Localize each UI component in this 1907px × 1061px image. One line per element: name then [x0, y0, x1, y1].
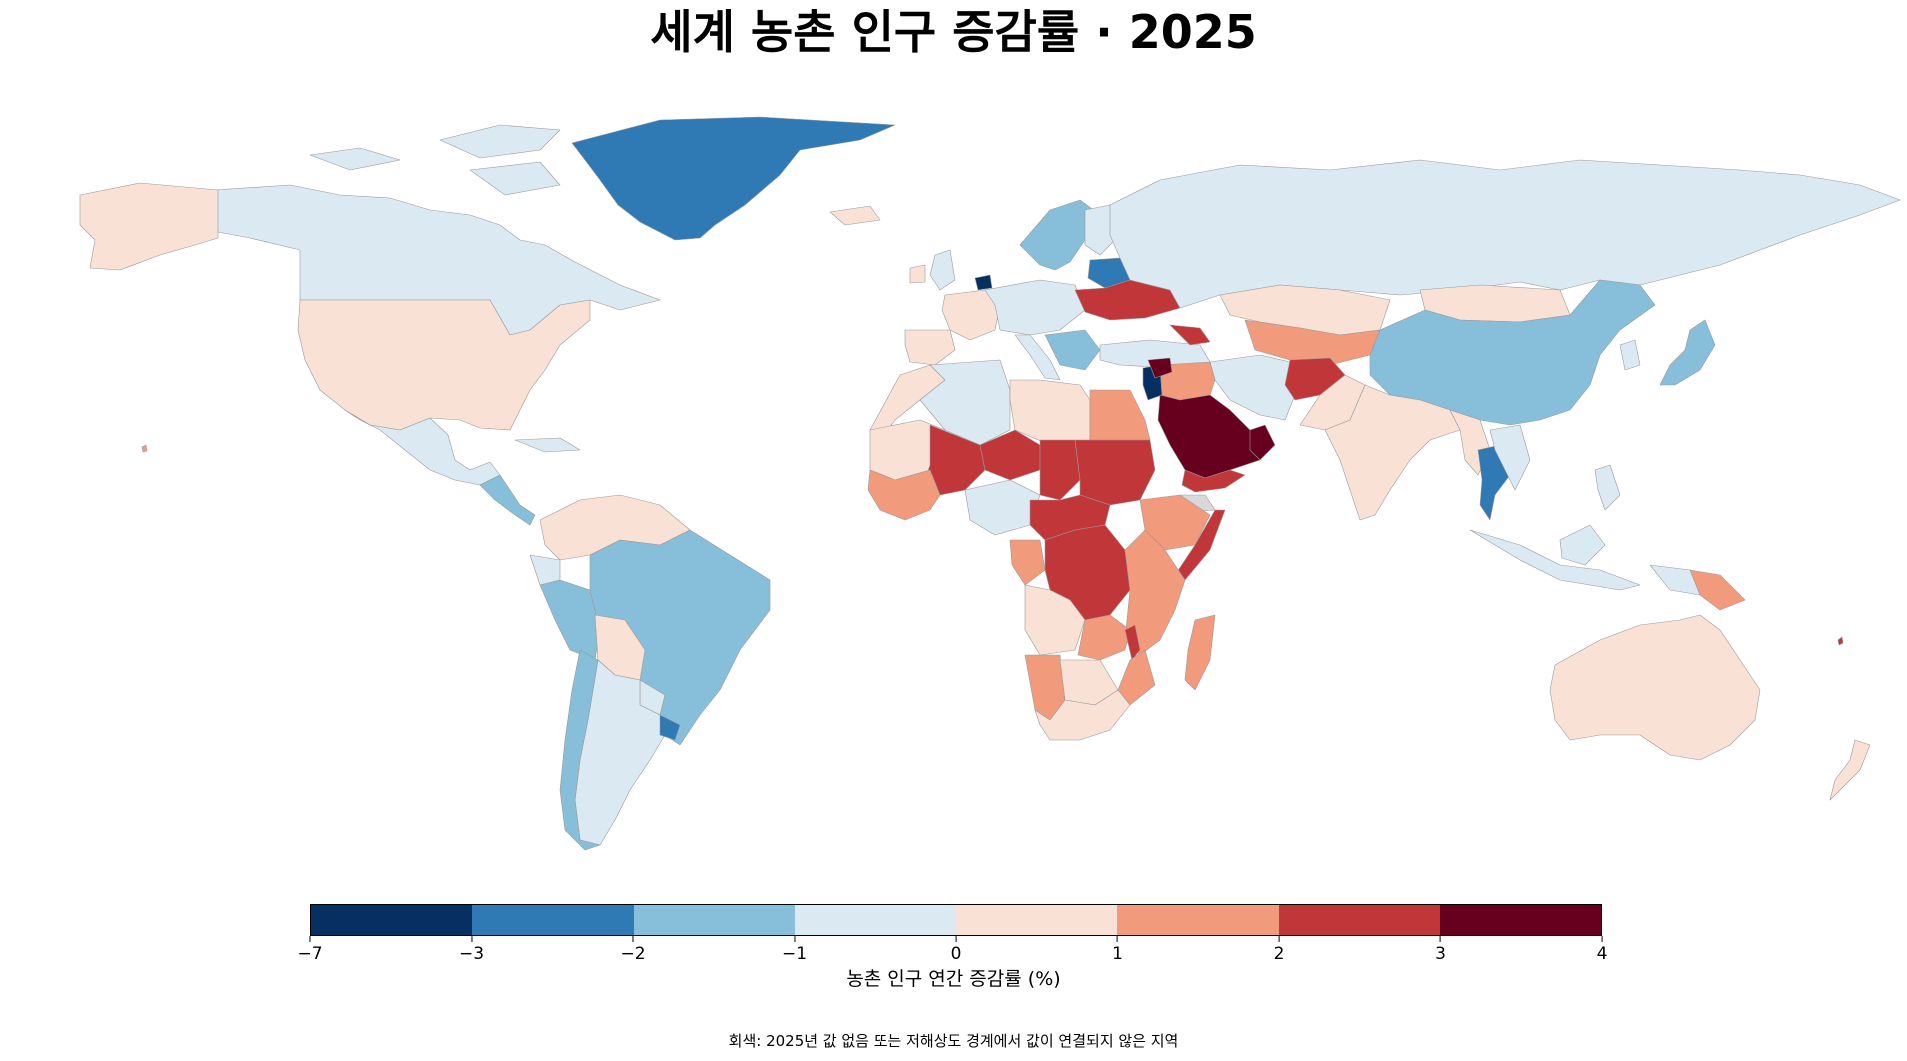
region-new-zealand [1829, 739, 1871, 801]
tick-text: 4 [1596, 944, 1608, 964]
colorbar-tick-label: −7 [297, 936, 323, 964]
tick-mark [471, 936, 472, 942]
colorbar-label: 농촌 인구 연간 증감률 (%) [846, 968, 1061, 990]
tick-text: −2 [620, 944, 646, 964]
colorbar [310, 904, 1602, 936]
region-balkans [1044, 329, 1101, 371]
tick-text: 0 [950, 944, 962, 964]
world-choropleth-map [79, 116, 1901, 851]
region-canada-islands-2 [309, 147, 401, 171]
tick-text: −7 [297, 944, 323, 964]
region-oman [1249, 424, 1276, 461]
region-zambia [1077, 614, 1131, 661]
region-chile [559, 649, 601, 851]
region-nigeria [964, 479, 1041, 536]
tick-mark [955, 936, 957, 942]
region-sudan [1074, 439, 1156, 506]
region-iceland [829, 205, 881, 226]
region-japan [1659, 319, 1716, 386]
region-yemen [1181, 469, 1246, 493]
colorbar-tick-label: −3 [459, 936, 484, 964]
region-uruguay [659, 714, 681, 741]
colorbar-segment-7 [1439, 905, 1601, 935]
region-italy [1014, 334, 1061, 381]
colorbar-tick-label: −1 [782, 936, 807, 964]
colorbar-segment-1 [472, 905, 634, 935]
colorbar-tick-label: 4 [1596, 936, 1608, 964]
region-caucasus [1169, 324, 1211, 346]
region-syria [1147, 357, 1173, 379]
region-greenland [571, 116, 896, 241]
tick-text: 2 [1273, 944, 1285, 964]
tick-text: −3 [458, 944, 485, 964]
colorbar-segment-4 [956, 905, 1118, 935]
region-canada-islands [439, 124, 561, 159]
colorbar-segment-5 [1117, 905, 1279, 935]
region-indonesia [1469, 529, 1641, 591]
region-angola [1024, 584, 1086, 656]
colorbar-tick-label: 1 [1112, 936, 1123, 964]
region-west-africa-coast [867, 469, 941, 521]
tick-mark [309, 936, 311, 942]
region-egypt [1089, 389, 1151, 441]
region-mexico [344, 409, 501, 486]
region-central-america [479, 474, 536, 526]
tick-mark [1278, 936, 1280, 942]
region-central-europe [984, 279, 1086, 336]
region-korea [1619, 339, 1641, 371]
region-ireland [909, 264, 926, 284]
region-cuba [514, 437, 581, 453]
region-madagascar [1184, 614, 1216, 691]
region-south-africa [1034, 689, 1131, 741]
tick-mark [1439, 936, 1441, 942]
region-australia [1549, 614, 1761, 761]
region-netherlands [974, 274, 993, 291]
colorbar-segment-0 [311, 905, 473, 935]
region-indochina [1489, 424, 1531, 491]
tick-text: 1 [1112, 944, 1123, 964]
region-east-africa [1124, 529, 1186, 656]
region-india [1324, 384, 1461, 521]
region-usa [297, 299, 591, 431]
tick-text: −1 [781, 944, 808, 964]
colorbar-segment-3 [794, 905, 956, 935]
region-small-islands-pacific [141, 444, 148, 453]
footnote: 회색: 2025년 값 없음 또는 저해상도 경계에서 값이 연결되지 않은 지… [728, 1032, 1179, 1050]
region-alaska [79, 182, 219, 271]
tick-text: 3 [1435, 944, 1446, 964]
colorbar-ticks: −7 −3 −2 −1 0 1 2 3 4 [297, 936, 1607, 966]
region-fiji [1837, 636, 1844, 646]
region-iberia [904, 329, 956, 366]
region-mozambique [1117, 649, 1156, 706]
tick-mark [632, 936, 634, 942]
colorbar-tick-label: 2 [1273, 936, 1285, 964]
tick-mark [794, 936, 795, 942]
region-uk [929, 249, 956, 291]
tick-mark [1116, 936, 1118, 942]
region-malawi [1124, 624, 1141, 661]
colorbar-tick-label: 3 [1435, 936, 1446, 964]
map-title: 세계 농촌 인구 증감률 · 2025 [650, 5, 1257, 59]
colorbar-tick-label: 0 [950, 936, 962, 964]
region-new-guinea-west [1649, 564, 1701, 596]
region-chad [1039, 439, 1081, 501]
region-russia [1109, 159, 1901, 309]
region-borneo [1559, 524, 1606, 566]
region-kazakhstan [1219, 284, 1391, 336]
colorbar-segment-2 [633, 905, 795, 935]
region-canada-islands-3 [469, 161, 561, 196]
colorbar-segment-6 [1278, 905, 1440, 935]
region-philippines [1594, 464, 1621, 511]
region-ecuador [529, 554, 561, 586]
colorbar-tick-label: −2 [620, 936, 646, 964]
region-gabon-congo [1009, 539, 1046, 586]
tick-mark [1601, 936, 1603, 942]
region-iran [1209, 354, 1296, 421]
